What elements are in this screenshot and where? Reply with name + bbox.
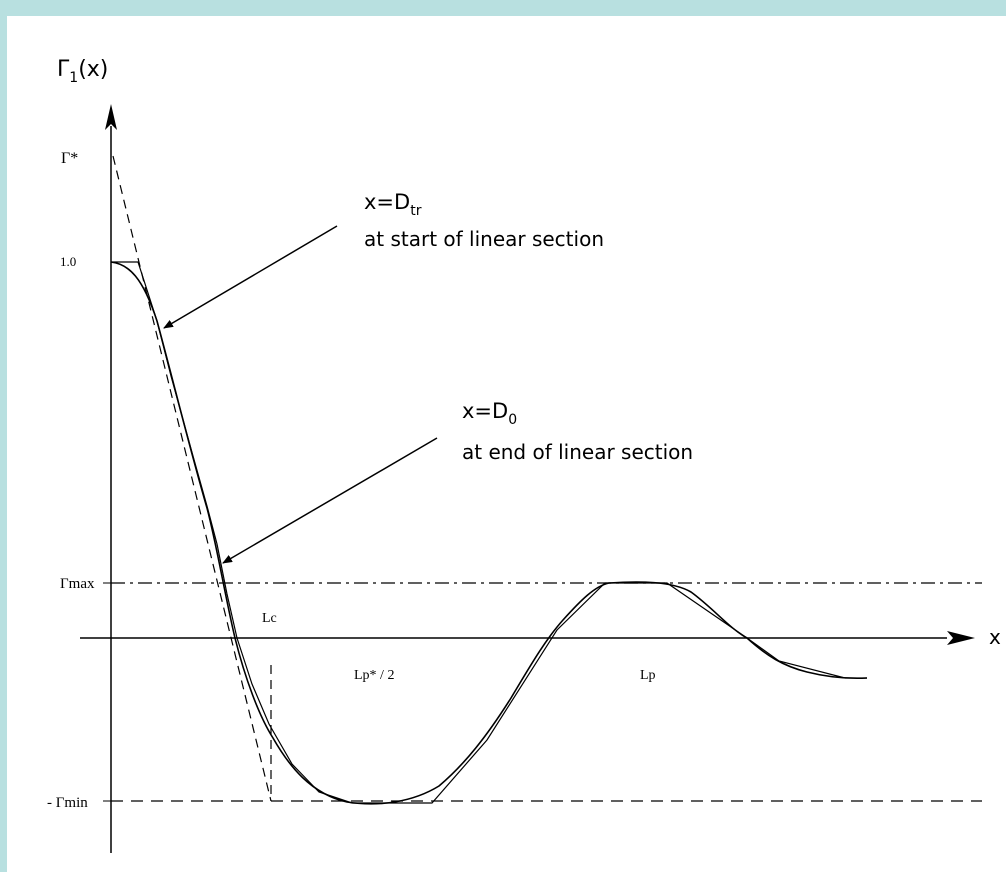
piecewise-approximation-curve (111, 261, 867, 804)
lp-half-label: Lp* / 2 (354, 668, 394, 683)
end-annotation-line2: at end of linear section (462, 440, 693, 464)
tangent-dashed-line (112, 155, 272, 802)
end-annotation-line1: x=D0 (462, 399, 517, 428)
x-axis-arrowhead (947, 631, 975, 645)
correlation-function-curve (110, 261, 868, 805)
y-axis-arrowhead (105, 104, 117, 130)
lp-label: Lp (640, 668, 656, 683)
start-annotation-line2: at start of linear section (364, 227, 604, 251)
x-axis-title: x (989, 625, 1001, 649)
figure-panel: Γ1(x) x Γ* 1.0 Γmax - Γmin Lc Lp* / 2 Lp… (7, 16, 1006, 872)
lc-label: Lc (262, 611, 277, 626)
gamma-star-label: Γ* (61, 150, 78, 167)
end-annotation-arrow (222, 437, 438, 564)
neg-gamma-min-label: - Γmin (47, 795, 88, 811)
start-annotation-arrow (163, 225, 338, 329)
y-axis-title: Γ1(x) (57, 57, 108, 86)
start-annotation-line1: x=Dtr (364, 190, 422, 219)
autocorrelation-diagram: Γ1(x) x Γ* 1.0 Γmax - Γmin Lc Lp* / 2 Lp… (47, 57, 1001, 853)
gamma-max-label: Γmax (60, 576, 95, 592)
one-label: 1.0 (60, 254, 76, 269)
